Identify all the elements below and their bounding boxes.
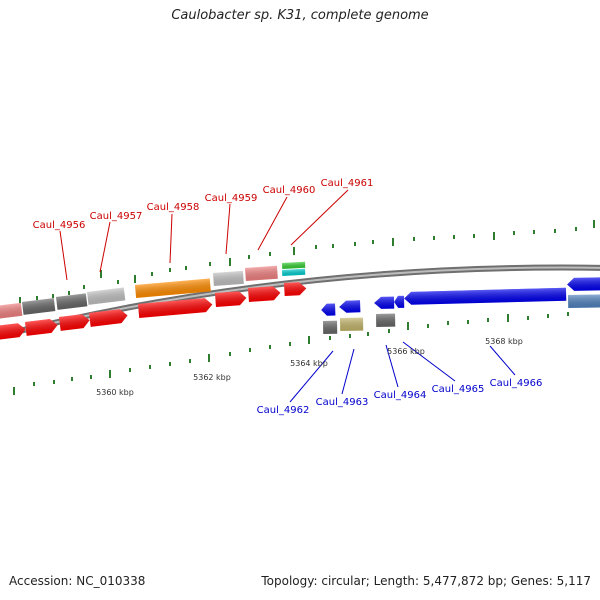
gene-label-Caul_4962: Caul_4962 xyxy=(257,405,310,416)
arrow-red-7 xyxy=(248,286,281,302)
leader-Caul_4961 xyxy=(290,189,349,246)
leader-Caul_4959 xyxy=(225,203,231,255)
gene-label-Caul_4960: Caul_4960 xyxy=(263,185,316,196)
scale-label-4: 5368 kbp xyxy=(485,337,523,346)
arrow-blue-6 xyxy=(567,277,600,291)
arrow-red-8 xyxy=(284,282,307,296)
gene-label-Caul_4965: Caul_4965 xyxy=(432,384,485,395)
leader-Caul_4964 xyxy=(385,344,399,388)
arrow-blue-2 xyxy=(339,300,361,313)
feature-gray-3 xyxy=(87,287,126,305)
arrow-red-6 xyxy=(215,291,247,307)
scale-label-0: 5360 kbp xyxy=(96,388,134,397)
arrow-blue-5 xyxy=(404,287,567,305)
feature-gray-5 xyxy=(323,320,338,334)
feature-pink-2 xyxy=(245,265,278,281)
gene-label-Caul_4963: Caul_4963 xyxy=(316,397,369,408)
scale-label-1: 5362 kbp xyxy=(193,373,231,382)
feature-orange xyxy=(135,278,211,298)
gene-label-Caul_4958: Caul_4958 xyxy=(147,202,200,213)
topology-summary: Topology: circular; Length: 5,477,872 bp… xyxy=(261,574,591,588)
feature-gray-2 xyxy=(56,293,88,310)
label-leaders xyxy=(59,189,516,403)
arrow-blue-1 xyxy=(321,303,336,316)
arrow-blue-3 xyxy=(374,296,395,309)
gene-label-Caul_4957: Caul_4957 xyxy=(90,211,143,222)
feature-steel xyxy=(568,294,600,308)
arrow-blue-4 xyxy=(394,295,405,308)
gene-labels: 5360 kbp 5362 kbp 5364 kbp 5366 kbp 5368 kbp… xyxy=(33,178,543,416)
gene-features xyxy=(0,261,600,340)
feature-cyan xyxy=(282,268,306,276)
leader-Caul_4965 xyxy=(402,341,456,382)
gene-label-Caul_4959: Caul_4959 xyxy=(205,193,258,204)
feature-green xyxy=(282,261,306,269)
feature-khaki xyxy=(340,317,364,331)
leader-Caul_4966 xyxy=(489,345,516,376)
leader-Caul_4956 xyxy=(59,230,68,281)
arrow-red-4 xyxy=(89,309,128,327)
leader-Caul_4963 xyxy=(341,348,355,395)
leader-Caul_4960 xyxy=(257,196,288,251)
gene-label-Caul_4966: Caul_4966 xyxy=(490,378,543,389)
feature-gray-4 xyxy=(213,270,244,286)
gene-label-Caul_4961: Caul_4961 xyxy=(321,178,374,189)
leader-Caul_4957 xyxy=(99,221,111,273)
arrow-red-2 xyxy=(25,318,58,336)
feature-pink-left xyxy=(0,302,23,319)
feature-gray-1 xyxy=(22,298,56,315)
tick-marks xyxy=(13,220,595,395)
feature-gray-6 xyxy=(376,313,396,327)
accession-text: Accession: NC_010338 xyxy=(9,574,146,588)
arrow-red-1 xyxy=(0,323,26,340)
arrow-red-5 xyxy=(138,298,213,318)
leader-Caul_4958 xyxy=(169,213,173,264)
scale-label-2: 5364 kbp xyxy=(290,359,328,368)
gene-label-Caul_4956: Caul_4956 xyxy=(33,220,86,231)
arrow-red-3 xyxy=(59,314,90,331)
scale-label-3: 5366 kbp xyxy=(387,347,425,356)
leader-Caul_4962 xyxy=(289,350,334,403)
genome-title: Caulobacter sp. K31, complete genome xyxy=(171,8,429,23)
gene-label-Caul_4964: Caul_4964 xyxy=(374,390,427,401)
